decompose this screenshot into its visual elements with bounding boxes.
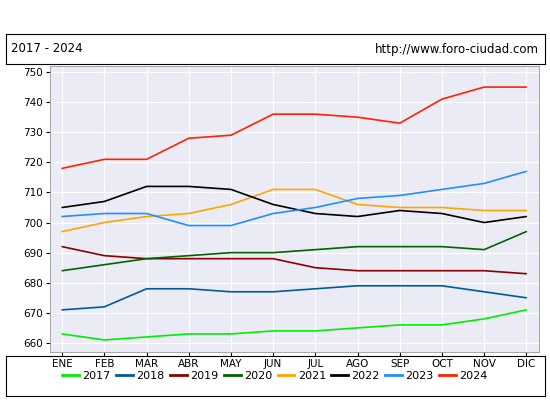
Text: http://www.foro-ciudad.com: http://www.foro-ciudad.com: [375, 42, 539, 56]
Legend: 2017, 2018, 2019, 2020, 2021, 2022, 2023, 2024: 2017, 2018, 2019, 2020, 2021, 2022, 2023…: [58, 366, 492, 386]
Text: Evolucion num de emigrantes en Carreño: Evolucion num de emigrantes en Carreño: [123, 10, 427, 24]
Text: 2017 - 2024: 2017 - 2024: [11, 42, 82, 56]
